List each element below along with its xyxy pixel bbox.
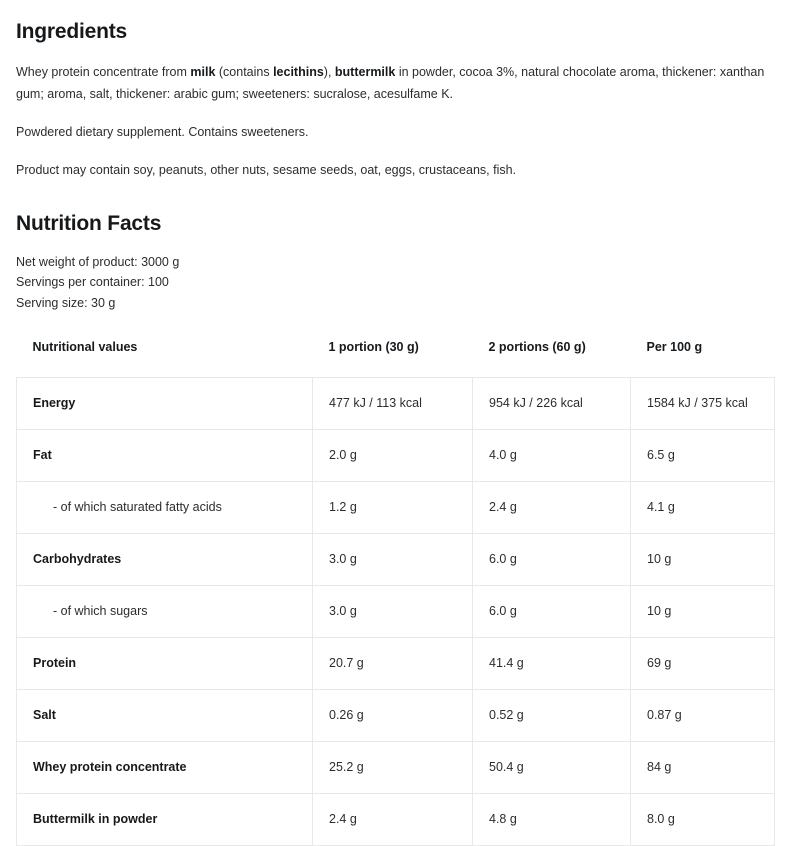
row-label: Salt	[16, 688, 313, 742]
table-row: Protein 20.7 g 41.4 g 69 g	[16, 636, 775, 690]
column-header-two-portions: 2 portions (60 g)	[488, 340, 586, 355]
row-value-2: 954 kJ / 226 kcal	[472, 376, 631, 430]
table-row: - of which sugars 3.0 g 6.0 g 10 g	[16, 584, 775, 638]
row-value-3: 10 g	[630, 584, 775, 638]
allergen-note-paragraph: Product may contain soy, peanuts, other …	[16, 162, 517, 177]
row-value-2: 4.8 g	[472, 792, 631, 846]
row-value-1: 20.7 g	[312, 636, 473, 690]
net-weight-line: Net weight of product: 3000 g	[16, 254, 180, 269]
serving-size-line: Serving size: 30 g	[16, 295, 116, 310]
row-value-1: 0.26 g	[312, 688, 473, 742]
row-value-2: 2.4 g	[472, 480, 631, 534]
row-value-3: 8.0 g	[630, 792, 775, 846]
table-row: Carbohydrates 3.0 g 6.0 g 10 g	[16, 532, 775, 586]
row-value-2: 41.4 g	[472, 636, 631, 690]
table-row: Salt 0.26 g 0.52 g 0.87 g	[16, 688, 775, 742]
row-value-1: 1.2 g	[312, 480, 473, 534]
table-row: Whey protein concentrate 25.2 g 50.4 g 84 g	[16, 740, 775, 794]
row-label: Carbohydrates	[16, 532, 313, 586]
table-header-row: Nutritional values 1 portion (30 g) 2 po…	[17, 331, 775, 377]
row-value-1: 3.0 g	[312, 532, 473, 586]
row-value-2: 6.0 g	[472, 532, 631, 586]
table-row: Energy 477 kJ / 113 kcal 954 kJ / 226 kcal…	[16, 376, 775, 430]
row-value-2: 50.4 g	[472, 740, 631, 794]
serving-info-block: Net weight of product: 3000 g Servings p…	[16, 252, 774, 314]
nutrition-table-head: Nutritional values 1 portion (30 g) 2 po…	[17, 331, 775, 377]
row-value-1: 3.0 g	[312, 584, 473, 638]
nutrition-facts-heading: Nutrition Facts	[16, 211, 162, 235]
row-label: Energy	[16, 376, 313, 430]
row-value-3: 1584 kJ / 375 kcal	[630, 376, 775, 430]
nutrition-table-body: Energy 477 kJ / 113 kcal 954 kJ / 226 kcal…	[16, 376, 775, 846]
table-row: Buttermilk in powder 2.4 g 4.8 g 8.0 g	[16, 792, 775, 846]
column-header-per-100g: Per 100 g	[646, 340, 703, 355]
row-label: Protein	[16, 636, 313, 690]
row-value-1: 2.0 g	[312, 428, 473, 482]
supplement-note-paragraph: Powdered dietary supplement. Contains sw…	[16, 124, 309, 139]
column-header-one-portion: 1 portion (30 g)	[328, 340, 419, 355]
table-row: Fat 2.0 g 4.0 g 6.5 g	[16, 428, 775, 482]
ingredient-highlight: lecithins	[273, 65, 324, 79]
row-value-3: 0.87 g	[630, 688, 775, 742]
servings-per-container-line: Servings per container: 100	[16, 275, 169, 290]
row-value-3: 84 g	[630, 740, 775, 794]
row-value-3: 69 g	[630, 636, 775, 690]
row-value-1: 25.2 g	[312, 740, 473, 794]
row-label: Fat	[16, 428, 313, 482]
row-value-3: 10 g	[630, 532, 775, 586]
row-value-2: 0.52 g	[472, 688, 631, 742]
row-label: - of which saturated fatty acids	[16, 480, 313, 534]
row-value-3: 4.1 g	[630, 480, 775, 534]
row-value-1: 477 kJ / 113 kcal	[312, 376, 473, 430]
ingredient-highlight: buttermilk	[334, 65, 396, 79]
row-label: - of which sugars	[16, 584, 313, 638]
ingredients-heading: Ingredients	[16, 20, 127, 43]
ingredients-list-paragraph: Whey protein concentrate from milk (cont…	[16, 65, 765, 101]
row-value-3: 6.5 g	[630, 428, 775, 482]
table-row: - of which saturated fatty acids 1.2 g 2.4…	[16, 480, 775, 534]
column-header-nutritional-values: Nutritional values	[32, 340, 138, 355]
nutrition-facts-table: Nutritional values 1 portion (30 g) 2 po…	[16, 331, 775, 846]
row-label: Whey protein concentrate	[16, 740, 313, 794]
row-label: Buttermilk in powder	[16, 792, 313, 846]
ingredient-highlight: milk	[190, 65, 216, 79]
row-value-2: 4.0 g	[472, 428, 631, 482]
row-value-1: 2.4 g	[312, 792, 473, 846]
row-value-2: 6.0 g	[472, 584, 631, 638]
